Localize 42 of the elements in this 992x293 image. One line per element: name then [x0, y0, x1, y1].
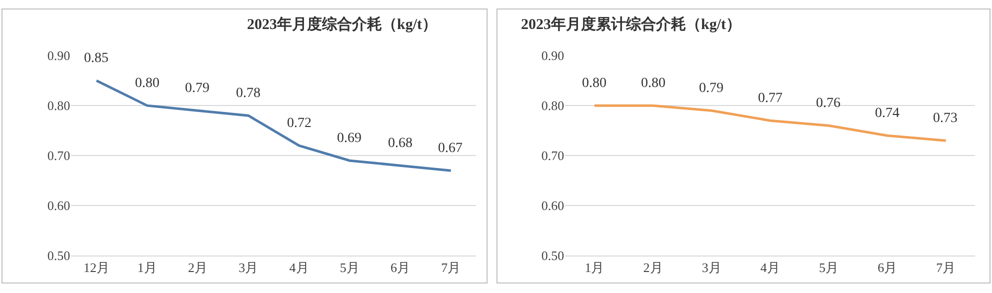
data-label: 0.80 — [135, 76, 160, 91]
data-label: 0.80 — [641, 76, 666, 91]
x-tick-label: 7月 — [441, 260, 461, 276]
y-tick-label: 0.80 — [47, 98, 70, 114]
x-tick-label: 5月 — [818, 260, 838, 276]
x-tick-label: 4月 — [760, 260, 780, 276]
y-tick-label: 0.90 — [47, 48, 70, 64]
data-label: 0.79 — [185, 81, 210, 96]
x-tick-label: 6月 — [390, 260, 410, 276]
y-tick-label: 0.70 — [541, 148, 564, 164]
x-tick-label: 6月 — [878, 260, 898, 276]
x-tick-label: 1月 — [584, 260, 604, 276]
data-label: 0.79 — [699, 81, 724, 96]
data-label: 0.78 — [236, 86, 260, 101]
x-tick-label: 2月 — [188, 260, 208, 276]
data-label: 0.77 — [758, 91, 782, 106]
data-label: 0.85 — [84, 51, 108, 66]
data-label: 0.69 — [337, 131, 362, 146]
data-label: 0.72 — [287, 116, 312, 131]
x-tick-label: 5月 — [340, 260, 360, 276]
data-label: 0.68 — [388, 136, 412, 151]
x-tick-label: 3月 — [238, 260, 258, 276]
data-label: 0.73 — [933, 111, 958, 126]
y-tick-label: 0.90 — [541, 48, 564, 64]
x-tick-label: 2月 — [643, 260, 663, 276]
x-tick-label: 4月 — [289, 260, 309, 276]
y-tick-label: 0.70 — [47, 148, 70, 164]
x-tick-label: 1月 — [137, 260, 157, 276]
chart-title: 2023年月度累计综合介耗（kg/t） — [521, 15, 742, 33]
y-tick-label: 0.60 — [47, 198, 70, 214]
y-tick-label: 0.50 — [541, 248, 564, 264]
y-tick-label: 0.80 — [541, 98, 564, 114]
y-tick-label: 0.50 — [47, 248, 70, 264]
y-tick-label: 0.60 — [541, 198, 564, 214]
data-label: 0.76 — [816, 96, 840, 111]
x-tick-label: 7月 — [936, 260, 956, 276]
data-label: 0.67 — [438, 141, 462, 156]
x-tick-label: 3月 — [702, 260, 722, 276]
data-label: 0.80 — [582, 76, 606, 91]
x-tick-label: 12月 — [83, 260, 110, 276]
chart-title: 2023年月度综合介耗（kg/t） — [247, 15, 438, 33]
data-label: 0.74 — [875, 106, 900, 121]
